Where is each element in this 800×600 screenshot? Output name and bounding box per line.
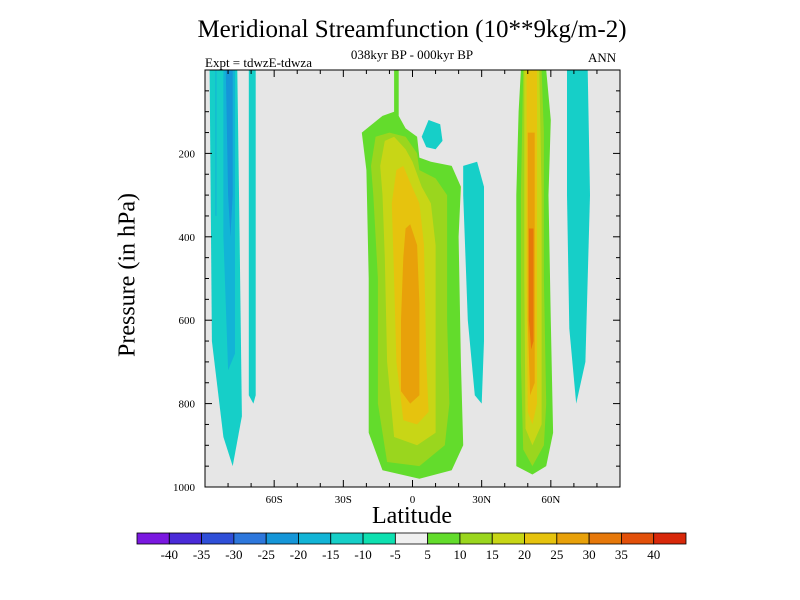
chart-subtitle: 038kyr BP - 000kyr BP xyxy=(350,47,474,62)
colorbar-label: 40 xyxy=(647,547,660,562)
colorbar-label: -40 xyxy=(161,547,178,562)
x-tick-label: 60S xyxy=(266,494,283,506)
colorbar-label: 25 xyxy=(550,547,563,562)
season-label: ANN xyxy=(588,50,617,65)
colorbar-swatch xyxy=(233,532,267,545)
colorbar-swatch xyxy=(427,532,461,545)
x-tick-label: 30N xyxy=(472,494,491,506)
contour-region-tropic-ne-blob xyxy=(421,120,443,150)
colorbar-swatch xyxy=(330,532,364,545)
contour-region-sh-thin-stripe xyxy=(215,70,217,216)
y-tick-label: 800 xyxy=(179,399,196,411)
y-tick-label: 1000 xyxy=(173,482,196,494)
colorbar-label: -15 xyxy=(322,547,339,562)
x-tick-label: 0 xyxy=(410,494,416,506)
colorbar-label: 15 xyxy=(486,547,499,562)
colorbar-label: -35 xyxy=(193,547,210,562)
colorbar-swatch xyxy=(556,532,590,545)
colorbar-label: 35 xyxy=(615,547,628,562)
y-tick-label: 400 xyxy=(179,232,196,244)
colorbar-label: 30 xyxy=(583,547,596,562)
x-tick-label: 30S xyxy=(335,494,352,506)
colorbar-swatch xyxy=(265,532,299,545)
experiment-label: Expt = tdwzE-tdwza xyxy=(205,55,312,70)
contour-region-tropic-cell-25 xyxy=(401,224,420,404)
colorbar-swatch xyxy=(201,532,235,545)
colorbar-label: -25 xyxy=(258,547,275,562)
colorbar-label: -5 xyxy=(390,547,401,562)
y-tick-label: 600 xyxy=(179,315,196,327)
contour-region-tropic-ne-band xyxy=(463,161,484,404)
colorbar-swatch xyxy=(459,532,493,545)
colorbar-swatch xyxy=(588,532,622,545)
colorbar-label: -30 xyxy=(225,547,242,562)
chart-title: Meridional Streamfunction (10**9kg/m-2) xyxy=(197,16,627,43)
contour-region-sh-band-right xyxy=(248,70,256,404)
x-tick-label: 60N xyxy=(541,494,560,506)
colorbar-swatch xyxy=(136,532,170,545)
colorbar-swatch xyxy=(298,532,332,545)
x-axis-label: Latitude xyxy=(372,503,452,529)
contour-region-nh-band-right xyxy=(567,70,590,404)
contour-region-sh-band-left-min xyxy=(225,70,233,237)
colorbar-swatch xyxy=(394,532,429,545)
colorbar-label: 20 xyxy=(518,547,531,562)
contour-region-nh-cell-30 xyxy=(528,228,534,350)
colorbar-swatch xyxy=(168,532,202,545)
colorbar-swatch xyxy=(362,532,396,545)
colorbar-label: -20 xyxy=(290,547,307,562)
colorbar-swatch xyxy=(621,532,655,545)
colorbar-label: 5 xyxy=(424,547,431,562)
colorbar-swatch xyxy=(491,532,525,545)
colorbar-label: -10 xyxy=(354,547,371,562)
y-tick-label: 200 xyxy=(179,148,196,160)
colorbar-swatch xyxy=(524,532,558,545)
colorbar-swatch xyxy=(653,532,687,545)
colorbar-label: 10 xyxy=(453,547,466,562)
